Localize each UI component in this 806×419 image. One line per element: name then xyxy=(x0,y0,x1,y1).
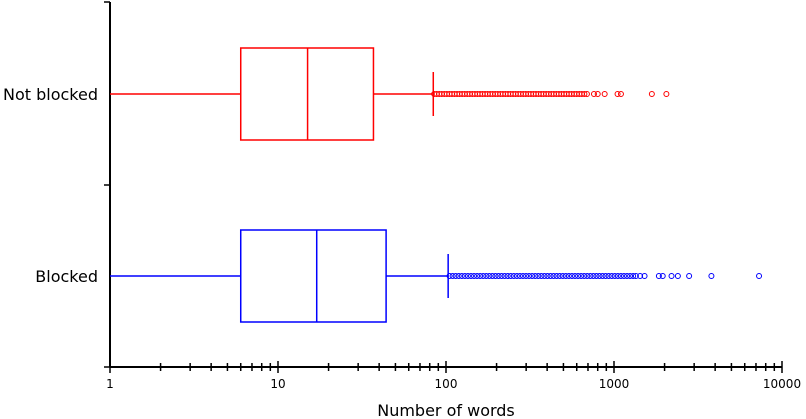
outlier-point xyxy=(575,273,582,279)
outlier-point xyxy=(578,273,585,279)
outlier-point xyxy=(611,273,618,279)
outlier-point xyxy=(659,273,666,279)
outlier-point xyxy=(471,273,478,279)
outlier-point xyxy=(507,273,514,279)
x-ticks xyxy=(109,361,783,373)
outlier-point xyxy=(498,273,505,279)
outlier-point xyxy=(648,91,655,97)
category-label: Not blocked xyxy=(3,85,98,104)
outlier-point xyxy=(581,273,588,279)
outlier-point xyxy=(590,91,597,97)
outlier-point xyxy=(544,273,551,279)
outlier-point xyxy=(477,273,484,279)
outlier-point xyxy=(572,273,579,279)
y-ticks xyxy=(104,1,110,368)
outlier-point xyxy=(510,273,517,279)
outlier-point xyxy=(637,273,644,279)
outlier-point xyxy=(495,273,502,279)
outlier-point xyxy=(452,273,459,279)
outlier-point xyxy=(668,273,675,279)
outlier-point xyxy=(446,273,453,279)
outlier-point xyxy=(501,273,508,279)
outlier-point xyxy=(599,273,606,279)
outlier-point xyxy=(532,273,539,279)
outlier-point xyxy=(708,273,715,279)
outlier-point xyxy=(584,273,591,279)
outlier-point xyxy=(562,273,569,279)
outlier-point xyxy=(538,273,545,279)
outlier-point xyxy=(559,273,566,279)
outlier-point xyxy=(583,91,590,97)
outlier-point xyxy=(483,273,490,279)
outlier-point xyxy=(486,273,493,279)
outlier-point xyxy=(492,273,499,279)
outlier-point xyxy=(565,273,572,279)
outlier-point xyxy=(458,273,465,279)
outlier-point xyxy=(556,273,563,279)
outlier-point xyxy=(541,273,548,279)
outlier-point xyxy=(617,91,624,97)
x-tick-label: 1 xyxy=(106,377,114,391)
x-tick-label: 10000 xyxy=(763,377,801,391)
outlier-point xyxy=(594,91,601,97)
outlier-point xyxy=(535,273,542,279)
outlier-point xyxy=(581,91,588,97)
outlier-point xyxy=(523,273,530,279)
outlier-point xyxy=(519,273,526,279)
x-tick-label: 10 xyxy=(270,377,285,391)
outlier-point xyxy=(529,273,536,279)
outlier-point xyxy=(627,273,634,279)
outlier-point xyxy=(587,273,594,279)
outlier-point xyxy=(663,91,670,97)
outlier-point xyxy=(467,273,474,279)
outlier-point xyxy=(550,273,557,279)
outlier-point xyxy=(590,273,597,279)
outlier-point xyxy=(614,273,621,279)
outlier-point xyxy=(474,273,481,279)
outlier-point xyxy=(630,273,637,279)
outlier-point xyxy=(620,273,627,279)
outlier-point xyxy=(674,273,681,279)
outlier-point xyxy=(461,273,468,279)
outlier-point xyxy=(686,273,693,279)
outlier-point xyxy=(608,273,615,279)
outlier-point xyxy=(756,273,763,279)
outlier-point xyxy=(449,273,456,279)
outlier-point xyxy=(489,273,496,279)
outlier-point xyxy=(614,91,621,97)
outlier-point xyxy=(641,273,648,279)
iqr-box xyxy=(239,229,387,323)
outlier-point xyxy=(480,273,487,279)
outlier-point xyxy=(632,273,639,279)
box-blocked xyxy=(110,229,763,323)
outlier-point xyxy=(513,273,520,279)
outlier-point xyxy=(464,273,471,279)
boxes xyxy=(110,47,763,323)
x-axis-label: Number of words xyxy=(377,401,515,419)
outlier-point xyxy=(553,273,560,279)
outlier-point xyxy=(547,273,554,279)
outlier-point xyxy=(526,273,533,279)
category-label: Blocked xyxy=(35,267,98,286)
axes xyxy=(109,2,782,368)
outlier-point xyxy=(596,273,603,279)
outlier-point xyxy=(605,273,612,279)
outlier-point xyxy=(593,273,600,279)
x-tick-label: 1000 xyxy=(599,377,630,391)
x-tick-labels: 1 10 100 1000 10000 xyxy=(106,377,801,391)
category-labels: Not blocked Blocked xyxy=(3,85,98,286)
box-not-blocked xyxy=(110,47,670,141)
outlier-point xyxy=(568,273,575,279)
outlier-point xyxy=(617,273,624,279)
outlier-point xyxy=(455,273,462,279)
outlier-point xyxy=(601,91,608,97)
outlier-point xyxy=(504,273,511,279)
outlier-point xyxy=(516,273,523,279)
outlier-point xyxy=(655,273,662,279)
outlier-point xyxy=(624,273,631,279)
x-tick-label: 100 xyxy=(435,377,458,391)
outlier-point xyxy=(602,273,609,279)
